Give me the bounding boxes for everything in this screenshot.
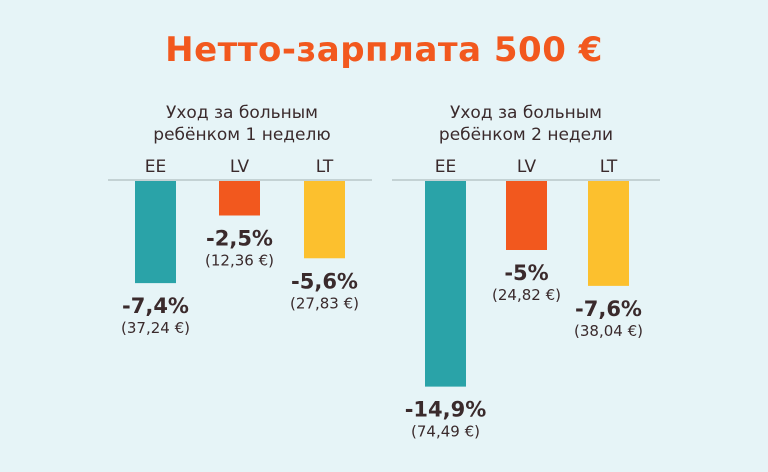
data-label-amount: (37,24 €) (121, 319, 190, 337)
data-label-percent: -7,6% (575, 297, 642, 321)
data-label-amount: (12,36 €) (205, 252, 274, 270)
chart-title: Нетто-зарплата 500 € (165, 30, 603, 70)
panel-title-line: Уход за больным (166, 103, 318, 123)
bar-lt (588, 181, 629, 286)
category-label-ee: EE (435, 157, 456, 177)
bar-lv (506, 181, 547, 250)
bar-lt (304, 181, 345, 259)
panel-title-line: ребёнком 1 неделю (153, 125, 330, 145)
data-label-amount: (38,04 €) (574, 322, 643, 340)
category-label-ee: EE (145, 157, 166, 177)
bar-ee (425, 181, 466, 387)
category-label-lt: LT (316, 157, 334, 177)
data-label-percent: -5% (504, 261, 548, 285)
data-label-amount: (27,83 €) (290, 294, 359, 312)
bar-lv (219, 181, 260, 216)
data-label-percent: -7,4% (122, 294, 189, 318)
data-label-percent: -5,6% (291, 269, 358, 293)
data-label-amount: (24,82 €) (492, 286, 561, 304)
category-label-lv: LV (230, 157, 250, 177)
data-label-percent: -2,5% (206, 227, 273, 251)
panel-title-line: Уход за больным (450, 103, 602, 123)
data-label-percent: -14,9% (405, 398, 487, 422)
bar-ee (135, 181, 176, 284)
category-label-lv: LV (517, 157, 537, 177)
data-label-amount: (74,49 €) (411, 423, 480, 441)
category-label-lt: LT (600, 157, 618, 177)
panel-title-line: ребёнком 2 недели (439, 125, 613, 145)
